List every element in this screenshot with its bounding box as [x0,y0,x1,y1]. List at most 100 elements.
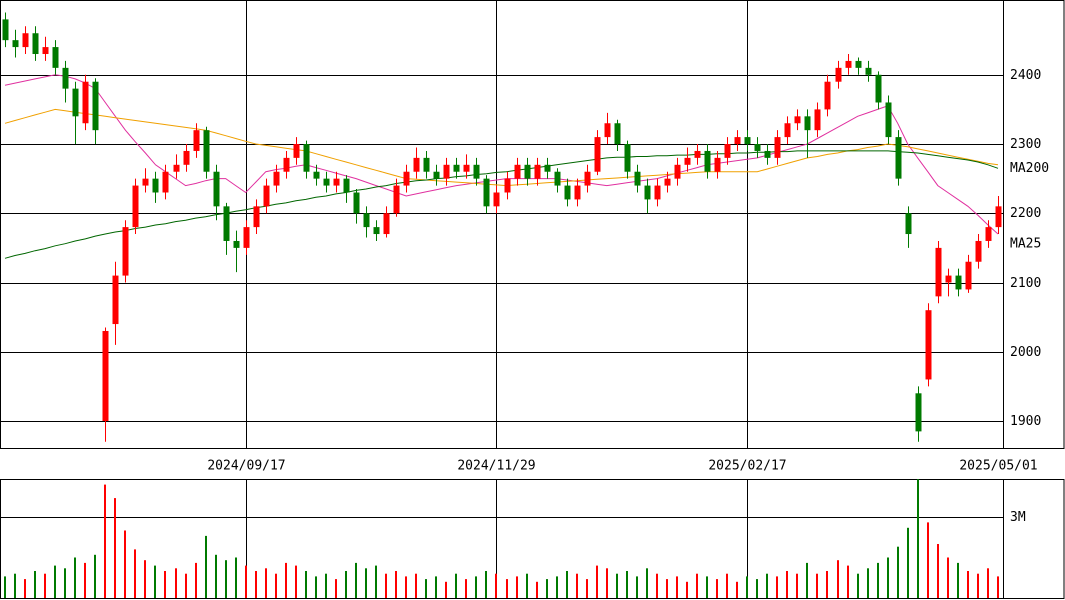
y-tick-label: 2300 [1010,137,1041,152]
candle-body [784,123,791,138]
candle-body [554,171,561,186]
volume-bar [315,576,317,598]
candle-body [283,157,290,172]
candle-body [744,137,751,145]
candle-body [52,47,59,68]
candle-body [564,185,571,200]
candle-body [654,185,661,200]
candle-body [363,213,370,228]
candle-body [313,171,320,179]
candle-body [845,60,852,68]
candle-body [594,137,601,172]
volume-bar [937,543,939,598]
volume-bar [917,479,919,598]
candle-body [263,185,270,207]
candle-body [453,164,460,172]
volume-bar [746,576,748,598]
volume-bar [84,562,86,598]
candle-body [273,171,280,186]
volume-bar [626,570,628,598]
candle-body [2,19,9,41]
volume-bar [776,576,778,598]
candle-body [534,164,541,179]
candle-body [383,213,390,235]
volume-bar [415,573,417,598]
candle-body [684,157,691,165]
candle-body [433,171,440,179]
volume-bar [114,498,116,598]
volume-bar [897,546,899,598]
candle-body [824,81,831,110]
volume-bar [997,576,999,598]
y-tick-label: 2400 [1010,68,1041,83]
volume-bar [546,579,548,598]
candle-body [32,33,39,55]
volume-bar [716,579,718,598]
candle-body [905,213,912,235]
volume-bar [255,570,257,598]
candle-body [644,185,651,200]
candle-body [413,157,420,172]
volume-bar [475,576,477,598]
volume-bar [124,530,126,598]
volume-bar [265,568,267,598]
volume-bar [44,573,46,598]
volume-bar [175,568,177,598]
candle-body [443,164,450,179]
volume-panel [0,479,1065,599]
candle-body [62,67,69,89]
volume-bar [536,581,538,598]
candle-body [122,227,129,276]
candle-body [243,227,250,248]
volume-bar [676,576,678,598]
volume-bar [806,562,808,598]
candle-body [764,150,771,158]
volume-bar [195,562,197,598]
volume-bar [877,562,879,598]
candle-body [253,206,260,228]
candle-body [935,247,942,297]
volume-bar [556,576,558,598]
candle-body [674,164,681,179]
candle-body [664,178,671,186]
volume-bar [275,573,277,598]
candle-body [22,33,29,48]
volume-bar [164,570,166,598]
candle-body [293,144,300,158]
candle-body [704,150,711,172]
candle-body [915,393,922,432]
volume-bar [355,562,357,598]
volume-bar [185,573,187,598]
volume-bar [64,568,66,598]
candle-body [734,137,741,145]
candle-body [634,171,641,186]
candle-body [865,67,872,75]
candle-body [584,171,591,186]
volume-bar [957,562,959,598]
volume-bar [907,527,909,598]
volume-bar [927,522,929,598]
volume-bar [455,573,457,598]
volume-bar [987,568,989,598]
volume-bar [14,573,16,598]
volume-bar [826,570,828,598]
candle-body [82,81,89,124]
volume-bar [756,579,758,598]
volume-bar [215,554,217,598]
volume-bar [576,573,578,598]
candle-body [473,164,480,179]
volume-bar [566,570,568,598]
candle-body [975,240,982,262]
volume-bar [616,573,618,598]
candle-body [463,164,470,172]
volume-bar [786,570,788,598]
x-tick-label: 2025/05/01 [959,459,1037,474]
candle-body [162,171,169,193]
legend-label: MA200 [1010,161,1049,176]
candle-body [493,192,500,207]
volume-bar [857,573,859,598]
y-tick-label: 2000 [1010,345,1041,360]
volume-bar [325,573,327,598]
volume-bar [54,565,56,598]
